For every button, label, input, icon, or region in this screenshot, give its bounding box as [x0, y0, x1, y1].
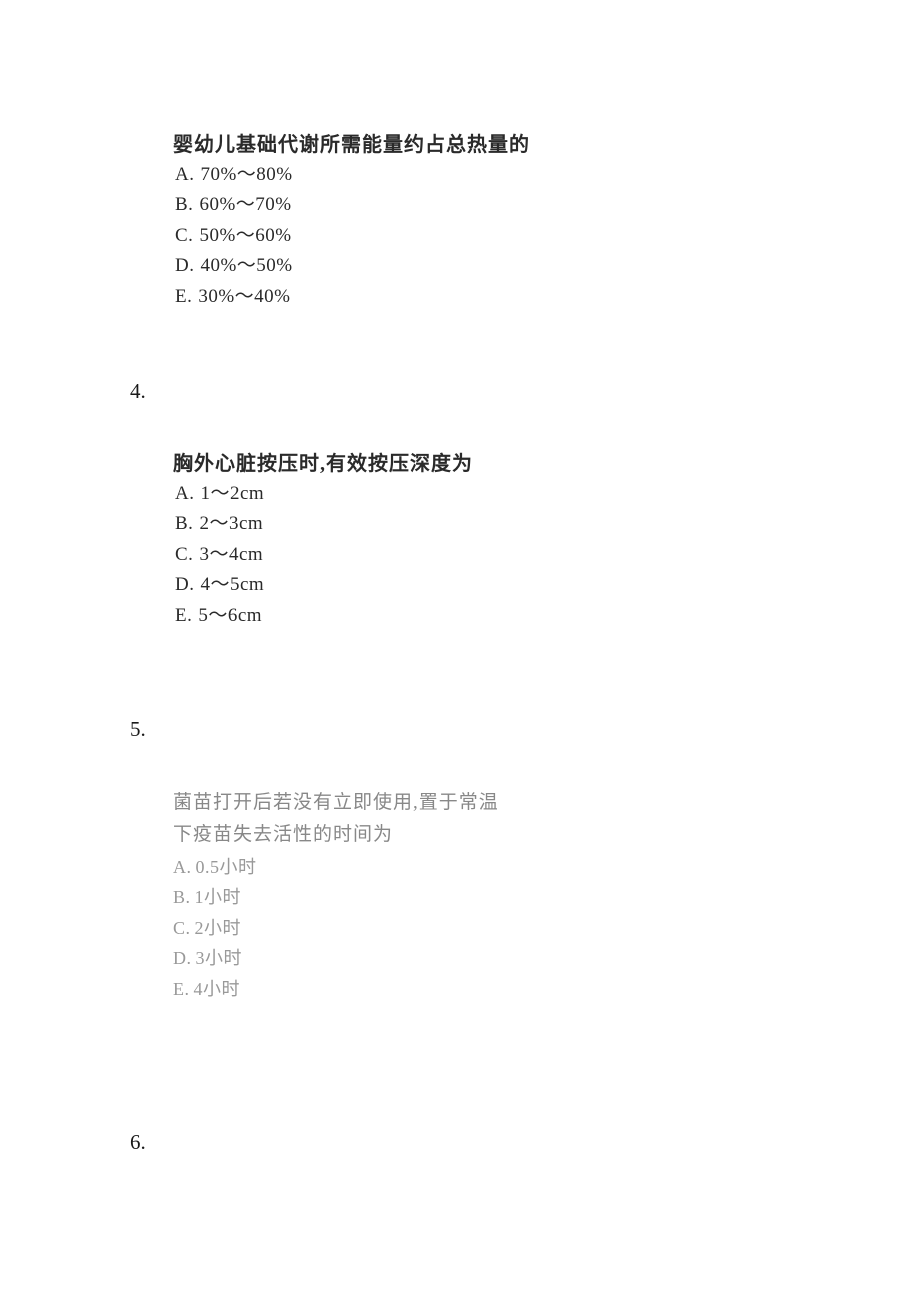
option-letter: E.	[173, 286, 192, 307]
option-letter: D.	[173, 948, 192, 968]
question-4-option-a: A. 1～2cm	[173, 479, 473, 509]
option-letter: A.	[173, 857, 192, 877]
question-4-option-c: C. 3～4cm	[173, 540, 473, 570]
option-text: 1～2cm	[198, 483, 264, 504]
question-3-option-c: C. 50%～60%	[173, 221, 530, 251]
question-4-option-b: B. 2～3cm	[173, 509, 473, 539]
question-5-option-a: A. 0.5小时	[173, 852, 499, 883]
option-text: 50%～60%	[197, 225, 291, 246]
question-3-stem: 婴幼儿基础代谢所需能量约占总热量的	[173, 130, 530, 160]
option-letter: A.	[173, 164, 194, 185]
question-4-option-d: D. 4～5cm	[173, 570, 473, 600]
question-3-option-a: A. 70%～80%	[173, 160, 530, 190]
question-number-6: 6.	[130, 1130, 146, 1155]
question-3-option-b: B. 60%～70%	[173, 190, 530, 220]
option-text: 2小时	[195, 918, 242, 938]
option-text: 4小时	[194, 979, 241, 999]
option-letter: B.	[173, 194, 193, 215]
option-letter: C.	[173, 918, 191, 938]
option-text: 3小时	[196, 948, 243, 968]
question-4-stem: 胸外心脏按压时,有效按压深度为	[173, 449, 473, 479]
option-letter: B.	[173, 887, 191, 907]
option-text: 5～6cm	[196, 605, 262, 626]
option-text: 4～5cm	[198, 574, 264, 595]
option-text: 1小时	[195, 887, 242, 907]
option-letter: D.	[173, 574, 194, 595]
option-letter: A.	[173, 483, 194, 504]
question-5-block: 菌苗打开后若没有立即使用,置于常温 下疫苗失去活性的时间为 A. 0.5小时 B…	[173, 787, 499, 1005]
option-text: 60%～70%	[197, 194, 291, 215]
question-number-4: 4.	[130, 379, 146, 404]
option-letter: D.	[173, 255, 194, 276]
question-3-block: 婴幼儿基础代谢所需能量约占总热量的 A. 70%～80% B. 60%～70% …	[173, 130, 530, 312]
question-5-option-b: B. 1小时	[173, 882, 499, 913]
option-text: 3～4cm	[197, 544, 263, 565]
option-text: 0.5小时	[196, 857, 257, 877]
option-letter: E.	[173, 605, 192, 626]
option-text: 2～3cm	[197, 513, 263, 534]
question-5-option-c: C. 2小时	[173, 913, 499, 944]
option-letter: C.	[173, 225, 193, 246]
option-text: 70%～80%	[198, 164, 292, 185]
option-text: 30%～40%	[196, 286, 290, 307]
option-letter: E.	[173, 979, 190, 999]
question-number-5: 5.	[130, 717, 146, 742]
option-letter: C.	[173, 544, 193, 565]
document-page: 婴幼儿基础代谢所需能量约占总热量的 A. 70%～80% B. 60%～70% …	[0, 0, 920, 1302]
option-letter: B.	[173, 513, 193, 534]
question-5-option-e: E. 4小时	[173, 974, 499, 1005]
question-5-stem-line1: 菌苗打开后若没有立即使用,置于常温	[173, 787, 499, 819]
option-text: 40%～50%	[198, 255, 292, 276]
question-5-option-d: D. 3小时	[173, 943, 499, 974]
question-3-option-d: D. 40%～50%	[173, 251, 530, 281]
question-4-option-e: E. 5～6cm	[173, 601, 473, 631]
question-4-block: 胸外心脏按压时,有效按压深度为 A. 1～2cm B. 2～3cm C. 3～4…	[173, 449, 473, 631]
question-5-stem-line2: 下疫苗失去活性的时间为	[173, 819, 499, 851]
question-3-option-e: E. 30%～40%	[173, 282, 530, 312]
